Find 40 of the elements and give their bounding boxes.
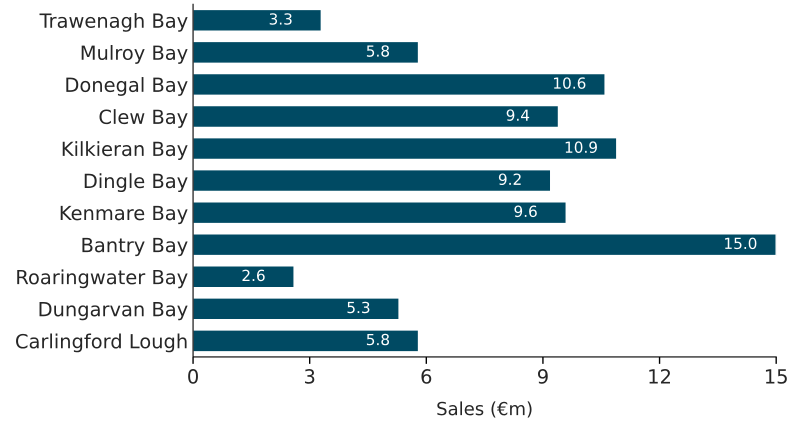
- data-label: 10.9: [566, 141, 597, 153]
- y-tick-label: Roaringwater Bay: [17, 269, 188, 288]
- bar: [193, 104, 560, 128]
- data-label: 9.2: [498, 173, 521, 186]
- data-label: 5.3: [347, 302, 370, 314]
- data-label: 15.0: [725, 238, 756, 250]
- y-tick-label: Donegal Bay: [66, 77, 188, 96]
- data-label: 9.6: [514, 206, 537, 218]
- bar: [193, 72, 606, 96]
- y-tick-label: Trawenagh Bay: [40, 12, 188, 32]
- y-tick-label: Carlingford Lough: [16, 333, 187, 352]
- bar: [193, 169, 552, 192]
- bar: [193, 329, 420, 352]
- x-tick-label: 6: [421, 369, 432, 384]
- x-tick-label: 9: [538, 369, 548, 384]
- bar: [193, 201, 567, 224]
- y-tick-label: Kenmare Bay: [60, 206, 188, 224]
- y-tick-label: Kilkieran Bay: [62, 141, 188, 160]
- bar: [193, 136, 618, 160]
- data-label: 5.8: [366, 334, 390, 346]
- x-tick-label: 0: [188, 369, 198, 384]
- data-label: 9.4: [506, 109, 530, 121]
- x-tick-label: 3: [304, 369, 314, 384]
- x-tick-label: 12: [649, 369, 670, 384]
- bar: [193, 8, 322, 32]
- x-tick-label: 15: [766, 369, 787, 384]
- data-label: 10.6: [554, 77, 586, 89]
- bar: [193, 40, 420, 64]
- y-tick-label: Mulroy Bay: [82, 44, 188, 64]
- data-label: 2.6: [242, 270, 265, 282]
- bar: [193, 297, 400, 320]
- x-axis-title: Sales (€m): [437, 401, 532, 418]
- bar: [193, 233, 776, 256]
- data-label: 3.3: [270, 13, 292, 25]
- bar: [193, 265, 295, 288]
- y-tick-label: Dingle Bay: [84, 173, 188, 192]
- y-tick-label: Bantry Bay: [82, 238, 188, 256]
- y-tick-label: Dungarvan Bay: [40, 302, 188, 320]
- y-tick-label: Clew Bay: [100, 109, 188, 128]
- data-label: 5.8: [366, 45, 390, 57]
